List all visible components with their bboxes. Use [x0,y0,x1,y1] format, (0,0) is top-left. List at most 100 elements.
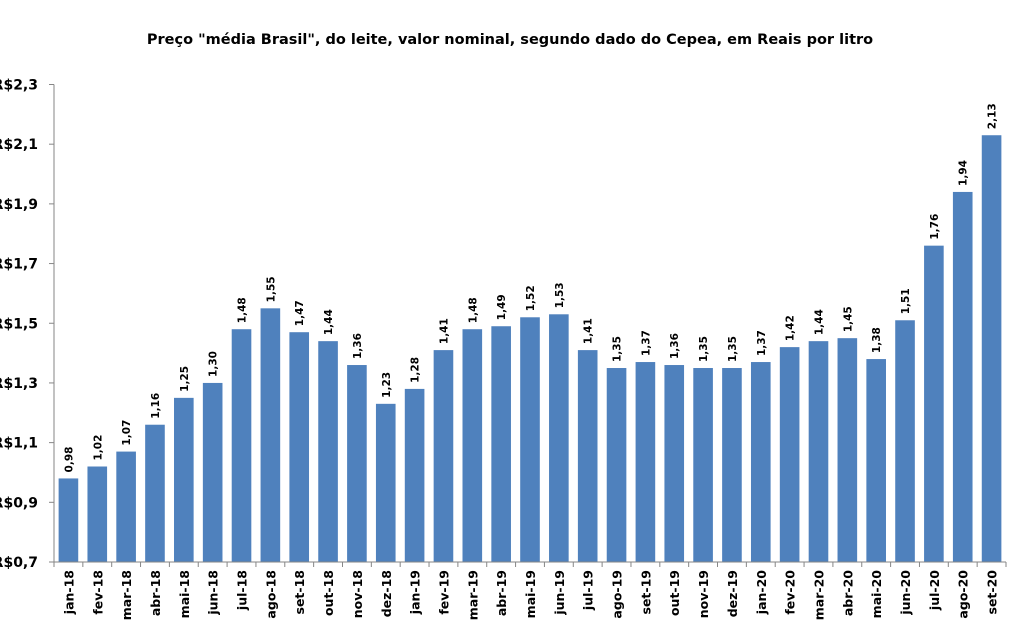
y-tick-label: R$2,3 [0,78,38,94]
data-label: 1,53 [554,282,566,308]
data-label: 1,48 [237,297,249,323]
data-label: 1,37 [756,330,768,356]
x-tick-label: mai-19 [523,570,538,618]
x-tick-label: set-20 [985,570,1000,615]
bar-abr-19 [491,326,511,562]
data-label: 1,28 [410,357,422,383]
data-label: 1,30 [208,351,220,377]
y-tick-label: R$1,5 [0,316,38,332]
y-tick-label: R$1,9 [0,197,38,213]
bar-jan-18 [58,478,79,562]
bar-mar-20 [808,341,829,562]
x-tick-label: jan-20 [754,570,769,616]
y-tick-label: R$1,3 [0,376,38,392]
data-label: 1,25 [179,366,191,392]
bar-mai-18 [174,397,194,562]
x-tick-label: fev-20 [783,570,798,615]
x-tick-label: jan-18 [61,570,76,615]
x-tick-label: mar-18 [119,570,134,620]
y-axis: R$0,7 R$0,9 R$1,1 R$1,3 R$1,5 R$1,7 R$1,9 R$2,1… [0,78,55,571]
y-tick-label: R$0,9 [0,495,38,511]
data-label: 1,48 [467,297,479,323]
x-tick-label: fev-19 [436,570,451,615]
data-label: 1,94 [958,160,970,186]
data-label: 1,23 [381,372,393,398]
bar-mai-20 [866,359,886,562]
x-tick-label: set-19 [638,570,653,614]
data-label: 1,36 [352,333,364,359]
data-label: 1,41 [583,318,595,344]
bar-abr-20 [837,338,858,562]
bars: 0,98 1,02 1,07 1,16 1,25 1,30 1,48 1,55 1,47 1,44… [58,103,1002,562]
data-label: 1,45 [842,306,854,332]
x-tick-label: jul-19 [581,570,596,611]
bar-ago-18 [260,308,281,562]
data-label: 1,44 [813,309,825,335]
bar-jun-20 [895,320,915,562]
x-tick-label: jun-18 [206,570,221,616]
bar-jul-19 [577,350,598,562]
x-tick-label: nov-19 [696,570,711,618]
bar-set-19 [635,362,656,562]
x-tick-label: mai-18 [177,570,192,618]
data-label: 1,37 [640,330,652,356]
x-tick-label: mai-20 [869,570,884,619]
bar-fev-19 [433,350,454,562]
data-label: 1,35 [727,336,739,362]
x-tick-label: abr-19 [494,570,509,616]
data-label: 1,41 [438,318,450,344]
bar-mar-18 [116,451,136,562]
y-tick-label: R$1,7 [0,257,38,273]
x-tick-label: ago-20 [956,570,971,619]
data-label: 1,35 [698,336,710,362]
x-tick-label: abr-20 [840,570,855,616]
bar-out-18 [318,341,338,562]
bar-dez-19 [722,368,742,562]
y-tick-label: R$0,7 [0,555,38,571]
x-tick-label: fev-18 [90,570,105,615]
bar-mai-19 [520,317,540,562]
data-label: 0,98 [63,447,75,473]
x-tick-label: jul-20 [927,570,942,611]
bar-dez-18 [375,403,396,562]
y-tick-label: R$1,1 [0,436,38,452]
bar-jun-19 [549,314,569,562]
x-tick-label: nov-18 [350,570,365,618]
x-tick-label: mar-20 [811,570,826,621]
data-label: 2,13 [987,103,999,129]
data-label: 1,44 [323,309,335,335]
bar-ago-19 [606,368,627,562]
x-tick-label: jul-18 [235,570,250,611]
bar-set-20 [981,135,1002,562]
bar-mar-19 [462,329,483,562]
data-label: 1,55 [265,276,277,302]
data-label: 1,38 [871,327,883,353]
x-tick-label: dez-18 [379,570,394,617]
data-label: 1,35 [612,336,624,362]
bar-nov-18 [347,365,367,562]
bar-jul-18 [231,329,252,562]
y-tick-label: R$2,1 [0,137,38,153]
x-tick-label: abr-18 [148,570,163,616]
chart-title: Preço "média Brasil", do leite, valor no… [147,32,873,48]
x-tick-label: out-19 [667,570,682,616]
bar-ago-20 [952,191,973,562]
x-tick-label: set-18 [292,570,307,614]
data-label: 1,16 [150,393,162,419]
x-tick-label: ago-19 [610,570,625,619]
bar-jun-18 [202,382,223,562]
x-axis: jan-18 fev-18 mar-18 abr-18 mai-18 jun-18 jul-… [53,561,1007,621]
x-tick-label: jun-20 [898,570,913,616]
bar-fev-18 [87,466,108,562]
data-label: 1,36 [669,333,681,359]
bar-fev-20 [779,347,800,562]
data-label: 1,47 [294,300,306,326]
bar-set-18 [289,332,310,562]
bar-out-19 [664,365,685,562]
x-tick-label: jan-19 [408,570,423,615]
bar-jul-20 [924,245,944,562]
x-tick-label: jun-19 [552,570,567,616]
x-tick-label: ago-18 [263,570,278,619]
data-label: 1,07 [121,420,133,446]
